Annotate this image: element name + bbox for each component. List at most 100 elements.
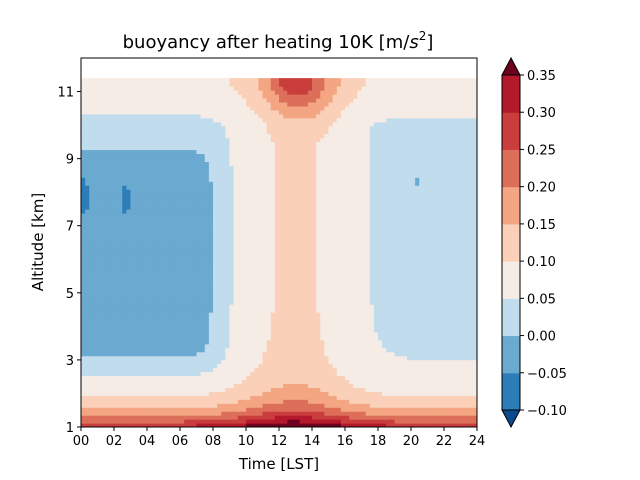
- contour-cell: [237, 268, 243, 273]
- contour-cell: [287, 371, 292, 377]
- contour-cell: [439, 240, 445, 246]
- contour-cell: [439, 379, 445, 384]
- contour-cell: [171, 304, 177, 309]
- contour-cell: [254, 312, 259, 317]
- contour-cell: [138, 387, 144, 392]
- contour-cell: [324, 359, 330, 365]
- contour-cell: [365, 220, 371, 226]
- contour-cell: [159, 355, 165, 361]
- contour-cell: [262, 387, 268, 392]
- contour-cell: [204, 383, 210, 388]
- contour-cell: [349, 347, 354, 353]
- contour-cell: [468, 280, 474, 285]
- contour-cell: [464, 268, 470, 273]
- contour-cell: [398, 391, 404, 396]
- contour-cell: [217, 379, 222, 384]
- contour-cell: [241, 399, 247, 404]
- contour-cell: [456, 331, 462, 337]
- contour-cell: [184, 355, 189, 361]
- contour-cell: [439, 232, 445, 238]
- contour-cell: [266, 260, 272, 266]
- contour-cell: [258, 343, 264, 349]
- contour-cell: [266, 335, 272, 341]
- contour-cell: [452, 375, 457, 381]
- contour-cell: [221, 284, 226, 289]
- contour-cell: [204, 387, 210, 392]
- contour-cell: [262, 264, 268, 270]
- contour-cell: [262, 327, 268, 333]
- contour-cell: [274, 236, 280, 242]
- contour-cell: [460, 423, 466, 427]
- contour-cell: [353, 363, 358, 369]
- contour-cell: [299, 308, 305, 313]
- contour-cell: [390, 355, 396, 361]
- contour-cell: [266, 399, 272, 404]
- contour-cell: [200, 240, 206, 246]
- contour-cell: [208, 316, 214, 321]
- contour-cell: [448, 308, 453, 313]
- contour-cell: [439, 335, 445, 341]
- contour-cell: [118, 319, 123, 325]
- contour-cell: [423, 347, 429, 353]
- contour-cell: [328, 312, 334, 317]
- contour-cell: [138, 363, 144, 369]
- contour-cell: [85, 351, 90, 357]
- contour-cell: [200, 419, 206, 424]
- contour-cell: [332, 395, 338, 400]
- contour-cell: [406, 359, 412, 365]
- contour-cell: [435, 232, 441, 238]
- contour-cell: [472, 335, 477, 341]
- contour-cell: [279, 260, 284, 266]
- contour-cell: [89, 296, 94, 301]
- contour-cell: [411, 327, 416, 333]
- contour-cell: [460, 284, 466, 289]
- contour-cell: [81, 335, 86, 341]
- contour-cell: [81, 300, 86, 305]
- contour-cell: [340, 260, 346, 266]
- contour-cell: [118, 327, 123, 333]
- contour-cell: [427, 300, 433, 305]
- contour-cell: [167, 284, 173, 289]
- contour-cell: [336, 300, 342, 305]
- contour-cell: [402, 276, 408, 281]
- contour-cell: [229, 268, 235, 273]
- contour-cell: [175, 260, 181, 266]
- contour-cell: [303, 292, 309, 297]
- contour-cell: [213, 351, 218, 357]
- contour-cell: [126, 407, 132, 412]
- contour-cell: [287, 323, 292, 329]
- contour-cell: [394, 395, 400, 400]
- contour-cell: [262, 280, 268, 285]
- contour-cell: [435, 240, 441, 246]
- contour-cell: [258, 363, 264, 369]
- contour-cell: [163, 224, 169, 230]
- contour-cell: [89, 355, 94, 361]
- contour-cell: [93, 407, 99, 412]
- contour-cell: [180, 423, 185, 427]
- contour-cell: [159, 411, 165, 416]
- contour-cell: [349, 403, 354, 408]
- contour-cell: [439, 371, 445, 377]
- contour-cell: [192, 280, 198, 285]
- contour-cell: [101, 347, 107, 353]
- contour-cell: [196, 387, 202, 392]
- contour-cell: [303, 343, 309, 349]
- contour-cell: [406, 335, 412, 341]
- contour-cell: [241, 359, 247, 365]
- contour-cell: [448, 312, 453, 317]
- contour-cell: [419, 248, 424, 254]
- contour-cell: [134, 220, 140, 226]
- contour-cell: [241, 355, 247, 361]
- contour-cell: [208, 232, 214, 238]
- contour-cell: [336, 403, 342, 408]
- contour-cell: [291, 224, 297, 230]
- contour-cell: [468, 351, 474, 357]
- contour-cell: [93, 248, 99, 254]
- contour-cell: [439, 264, 445, 270]
- contour-cell: [274, 220, 280, 226]
- contour-cell: [448, 347, 453, 353]
- contour-cell: [266, 300, 272, 305]
- contour-cell: [378, 232, 383, 238]
- contour-cell: [431, 375, 437, 381]
- contour-cell: [134, 248, 140, 254]
